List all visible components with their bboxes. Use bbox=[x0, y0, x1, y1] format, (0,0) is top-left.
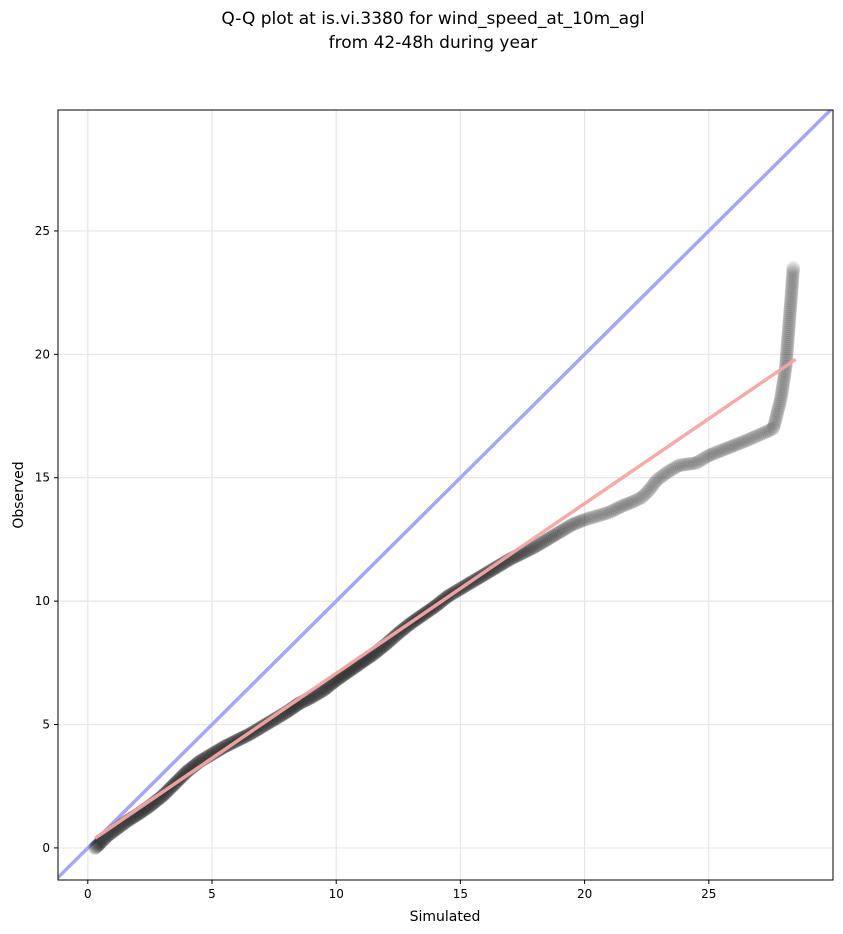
y-tick-label: 20 bbox=[35, 347, 50, 361]
reference-lines bbox=[58, 108, 833, 878]
chart-title-line2: from 42-48h during year bbox=[329, 33, 538, 53]
x-tick-label: 0 bbox=[84, 887, 92, 901]
x-tick-label: 15 bbox=[453, 887, 468, 901]
x-tick-label: 5 bbox=[208, 887, 216, 901]
fit-line bbox=[95, 359, 795, 838]
y-tick-label: 10 bbox=[35, 594, 50, 608]
x-tick-label: 10 bbox=[329, 887, 344, 901]
quantile-point bbox=[787, 261, 800, 274]
y-tick-label: 5 bbox=[42, 718, 50, 732]
grid-lines bbox=[58, 110, 833, 880]
y-tick-label: 25 bbox=[35, 224, 50, 238]
x-ticks: 0 5 10 15 20 25 bbox=[84, 880, 716, 901]
y-ticks: 0 5 10 15 20 25 bbox=[35, 224, 58, 855]
x-tick-label: 20 bbox=[577, 887, 592, 901]
y-tick-label: 0 bbox=[42, 841, 50, 855]
y-axis-label: Observed bbox=[11, 461, 27, 528]
x-axis-label: Simulated bbox=[410, 909, 481, 925]
plot-frame bbox=[58, 110, 833, 880]
chart-title-line1: Q-Q plot at is.vi.3380 for wind_speed_at… bbox=[221, 9, 644, 29]
identity-line bbox=[58, 108, 833, 878]
x-tick-label: 25 bbox=[701, 887, 716, 901]
data-points bbox=[89, 261, 800, 854]
y-tick-label: 15 bbox=[35, 471, 50, 485]
